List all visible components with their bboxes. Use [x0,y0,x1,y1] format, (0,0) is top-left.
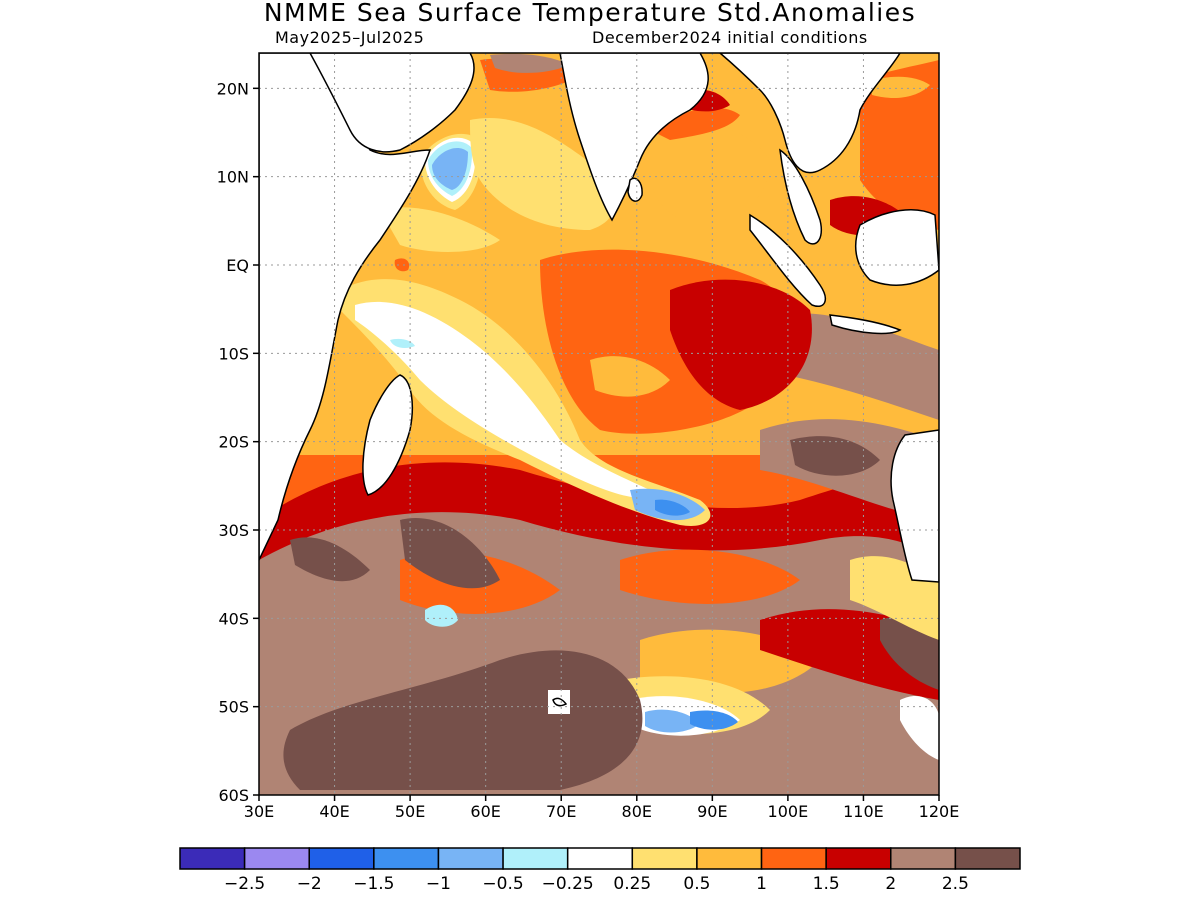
lon-tick-label: 100E [768,802,809,821]
lat-tick-label: 40S [218,609,249,628]
colorbar-swatch [696,847,763,870]
lon-tick-label: 120E [919,802,960,821]
colorbar-label: −2.5 [224,874,265,894]
lat-tick-label: 50S [218,698,249,717]
colorbar: −2.5 −2 −1.5 −1 −0.5 −0.25 0.25 0.5 1 1.5 2 2.5 [179,847,1021,894]
lat-tick-label: 20N [217,79,249,98]
colorbar-swatch [179,847,246,870]
colorbar-label: 2.5 [942,874,969,894]
sumatra [749,213,827,307]
initial-conditions: December2024 initial conditions [592,28,868,47]
madagascar [362,374,413,496]
lon-tick-label: 110E [843,802,884,821]
colorbar-swatch [825,847,892,870]
colorbar-swatch [243,847,310,870]
sri-lanka [627,177,643,202]
southeast-asia [718,53,901,174]
colorbar-label: 0.25 [613,874,651,894]
colorbar-label: −2 [297,874,322,894]
colorbar-label: −0.5 [482,874,523,894]
lon-tick-label: 30E [244,802,274,821]
lon-tick-label: 40E [319,802,349,821]
colorbar-label: 0.5 [683,874,710,894]
latitude-axis: 20N 10N EQ 10S 20S 30S 40S 50S 60S [217,79,259,805]
colorbar-swatch [373,847,440,870]
indian-subcontinent [559,53,709,222]
java [829,314,902,335]
lon-tick-label: 70E [546,802,576,821]
arabian-peninsula [309,53,475,153]
colorbar-label: 1 [756,874,767,894]
kerguelen-island [548,690,570,714]
colorbar-swatch [954,847,1021,870]
colorbar-swatch [502,847,569,870]
lat-tick-label: 10S [218,344,249,363]
colorbar-swatch [566,847,634,870]
colorbar-swatch [437,847,504,870]
lat-tick-label: 10N [217,168,249,187]
colorbar-label: 1.5 [813,874,840,894]
colorbar-swatch [890,847,957,870]
colorbar-label: −0.25 [542,874,594,894]
colorbar-label: −1 [426,874,451,894]
forecast-period: May2025–Jul2025 [275,28,425,47]
lat-tick-label: 60S [218,786,249,805]
lon-tick-label: 60E [470,802,500,821]
map-grid [259,53,939,795]
colorbar-label: 2 [885,874,896,894]
map-title: NMME Sea Surface Temperature Std.Anomali… [263,0,917,27]
colorbar-label: −1.5 [353,874,394,894]
lat-tick-label: 20S [218,433,249,452]
anomaly-field [259,53,939,795]
lon-tick-label: 90E [697,802,727,821]
lat-tick-label: EQ [226,256,249,275]
longitude-axis: 30E 40E 50E 60E 70E 80E 90E 100E 110E 120E [244,795,960,821]
map-frame [258,52,940,796]
land-mask [259,53,939,714]
borneo [854,209,939,286]
colorbar-swatch [631,847,698,870]
malay-peninsula [779,148,822,245]
colorbar-swatch [308,847,375,870]
lon-tick-label: 50E [395,802,425,821]
lon-tick-label: 80E [622,802,652,821]
lat-tick-label: 30S [218,521,249,540]
colorbar-swatch [760,847,827,870]
australia [890,429,939,583]
